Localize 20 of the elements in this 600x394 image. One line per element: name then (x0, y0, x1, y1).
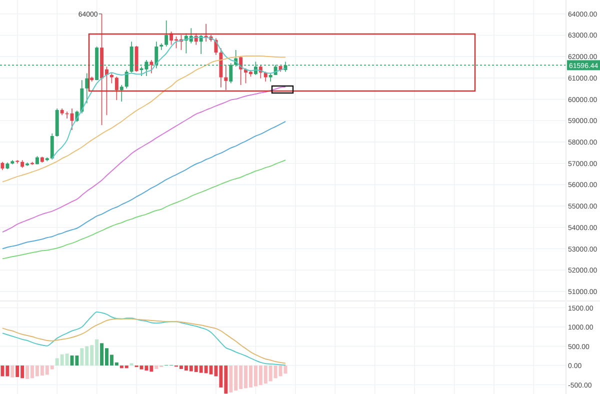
candlestick (224, 64, 228, 91)
line-series (2, 312, 286, 366)
candlestick (120, 84, 124, 102)
candlestick (16, 160, 20, 164)
line-series (52, 36, 286, 159)
candlestick (124, 70, 128, 89)
candlestick (110, 72, 114, 84)
line-series (2, 55, 286, 182)
bar (10, 366, 14, 378)
candlestick (239, 56, 243, 86)
candlestick (150, 60, 154, 74)
candlestick (164, 20, 168, 47)
candlestick (264, 71, 268, 82)
bar (130, 363, 134, 366)
candlestick (80, 80, 84, 114)
line-series (2, 120, 286, 250)
candlestick (85, 72, 89, 104)
line-series (2, 318, 286, 364)
candlestick (114, 76, 118, 101)
line-series (2, 160, 286, 260)
